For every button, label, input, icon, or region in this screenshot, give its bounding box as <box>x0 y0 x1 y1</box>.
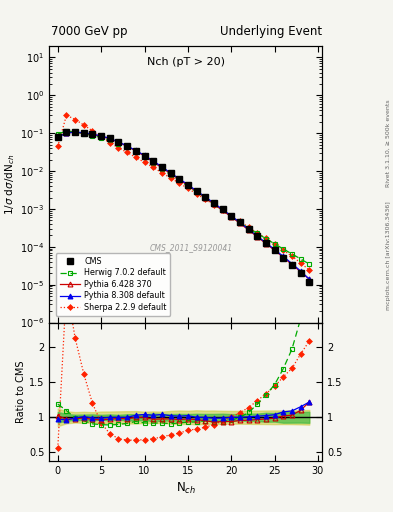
Y-axis label: Ratio to CMS: Ratio to CMS <box>16 360 26 423</box>
Text: CMS_2011_S9120041: CMS_2011_S9120041 <box>150 243 233 252</box>
Text: Rivet 3.1.10, ≥ 500k events: Rivet 3.1.10, ≥ 500k events <box>386 99 391 187</box>
Text: Underlying Event: Underlying Event <box>220 26 322 38</box>
Y-axis label: 1/$\sigma$ d$\sigma$/dN$_{ch}$: 1/$\sigma$ d$\sigma$/dN$_{ch}$ <box>4 154 17 215</box>
Text: mcplots.cern.ch [arXiv:1306.3436]: mcplots.cern.ch [arXiv:1306.3436] <box>386 202 391 310</box>
Text: 7000 GeV pp: 7000 GeV pp <box>51 26 128 38</box>
Legend: CMS, Herwig 7.0.2 default, Pythia 6.428 370, Pythia 8.308 default, Sherpa 2.2.9 : CMS, Herwig 7.0.2 default, Pythia 6.428 … <box>56 253 171 316</box>
Text: Nch (pT > 20): Nch (pT > 20) <box>147 57 225 67</box>
X-axis label: N$_{ch}$: N$_{ch}$ <box>176 481 196 496</box>
